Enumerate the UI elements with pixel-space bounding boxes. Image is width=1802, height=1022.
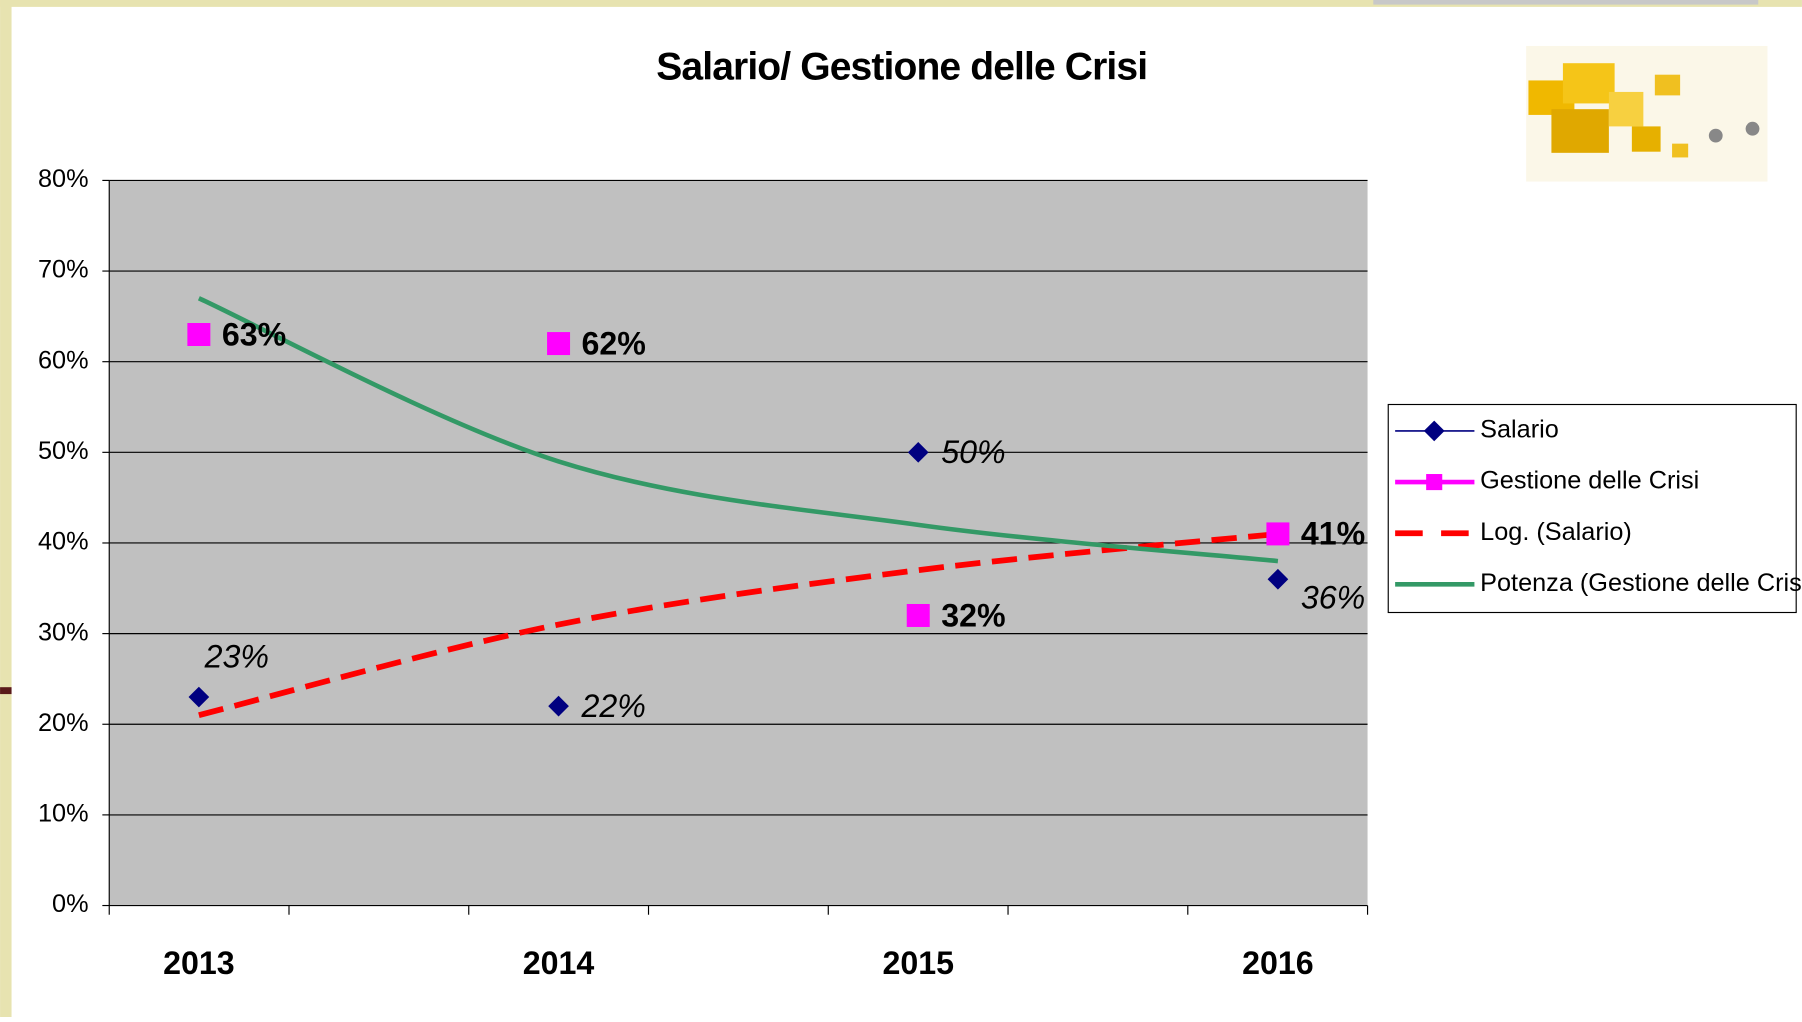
decorative-image xyxy=(1526,45,1768,182)
legend xyxy=(1387,403,1797,614)
trend-line xyxy=(197,296,1279,564)
image-block xyxy=(1562,63,1615,104)
y-tick-label: 10% xyxy=(38,800,89,828)
data-point xyxy=(547,332,571,356)
data-label: 62% xyxy=(582,325,646,361)
data-label: 36% xyxy=(1301,579,1365,615)
window-frame xyxy=(0,0,12,1017)
frame-accent xyxy=(0,687,12,695)
image-block xyxy=(1672,143,1689,158)
data-label: 32% xyxy=(941,597,1005,633)
window-frame-top xyxy=(0,0,1802,7)
data-label: 63% xyxy=(222,316,286,352)
data-label: 50% xyxy=(941,434,1005,470)
y-tick-label: 80% xyxy=(38,165,89,193)
data-point xyxy=(1267,568,1289,590)
data-point xyxy=(188,686,210,708)
legend-label: Log. (Salario) xyxy=(1480,518,1632,546)
data-point xyxy=(1266,522,1290,546)
y-tick-label: 70% xyxy=(38,256,89,284)
y-tick-label: 0% xyxy=(52,890,89,918)
image-figure xyxy=(1745,121,1760,136)
window-tab xyxy=(1373,0,1759,5)
data-point xyxy=(907,441,929,463)
x-tick-label: 2016 xyxy=(1242,945,1314,981)
image-figure xyxy=(1708,128,1723,143)
y-tick-label: 50% xyxy=(38,437,89,465)
x-tick-label: 2013 xyxy=(163,945,235,981)
data-point xyxy=(906,603,930,627)
image-block xyxy=(1654,74,1681,96)
x-tick-label: 2015 xyxy=(882,945,954,981)
data-label: 23% xyxy=(204,639,269,675)
legend-marker xyxy=(1426,474,1443,491)
image-block xyxy=(1551,109,1609,153)
legend-marker xyxy=(1423,420,1445,442)
legend-label: Salario xyxy=(1480,416,1559,444)
chart-title: Salario/ Gestione delle Crisi xyxy=(656,45,1148,88)
image-block xyxy=(1608,91,1644,127)
y-tick-label: 40% xyxy=(38,528,89,556)
image-block xyxy=(1631,126,1661,152)
y-tick-label: 20% xyxy=(38,709,89,737)
legend-label: Potenza (Gestione delle Crisi) xyxy=(1480,569,1802,597)
data-point xyxy=(548,695,569,717)
data-label: 22% xyxy=(581,688,646,724)
y-tick-label: 60% xyxy=(38,346,89,374)
x-tick-label: 2014 xyxy=(523,945,595,981)
y-tick-label: 30% xyxy=(38,618,89,646)
data-label: 41% xyxy=(1301,516,1365,552)
legend-label: Gestione delle Crisi xyxy=(1480,467,1699,495)
data-point xyxy=(187,323,211,346)
